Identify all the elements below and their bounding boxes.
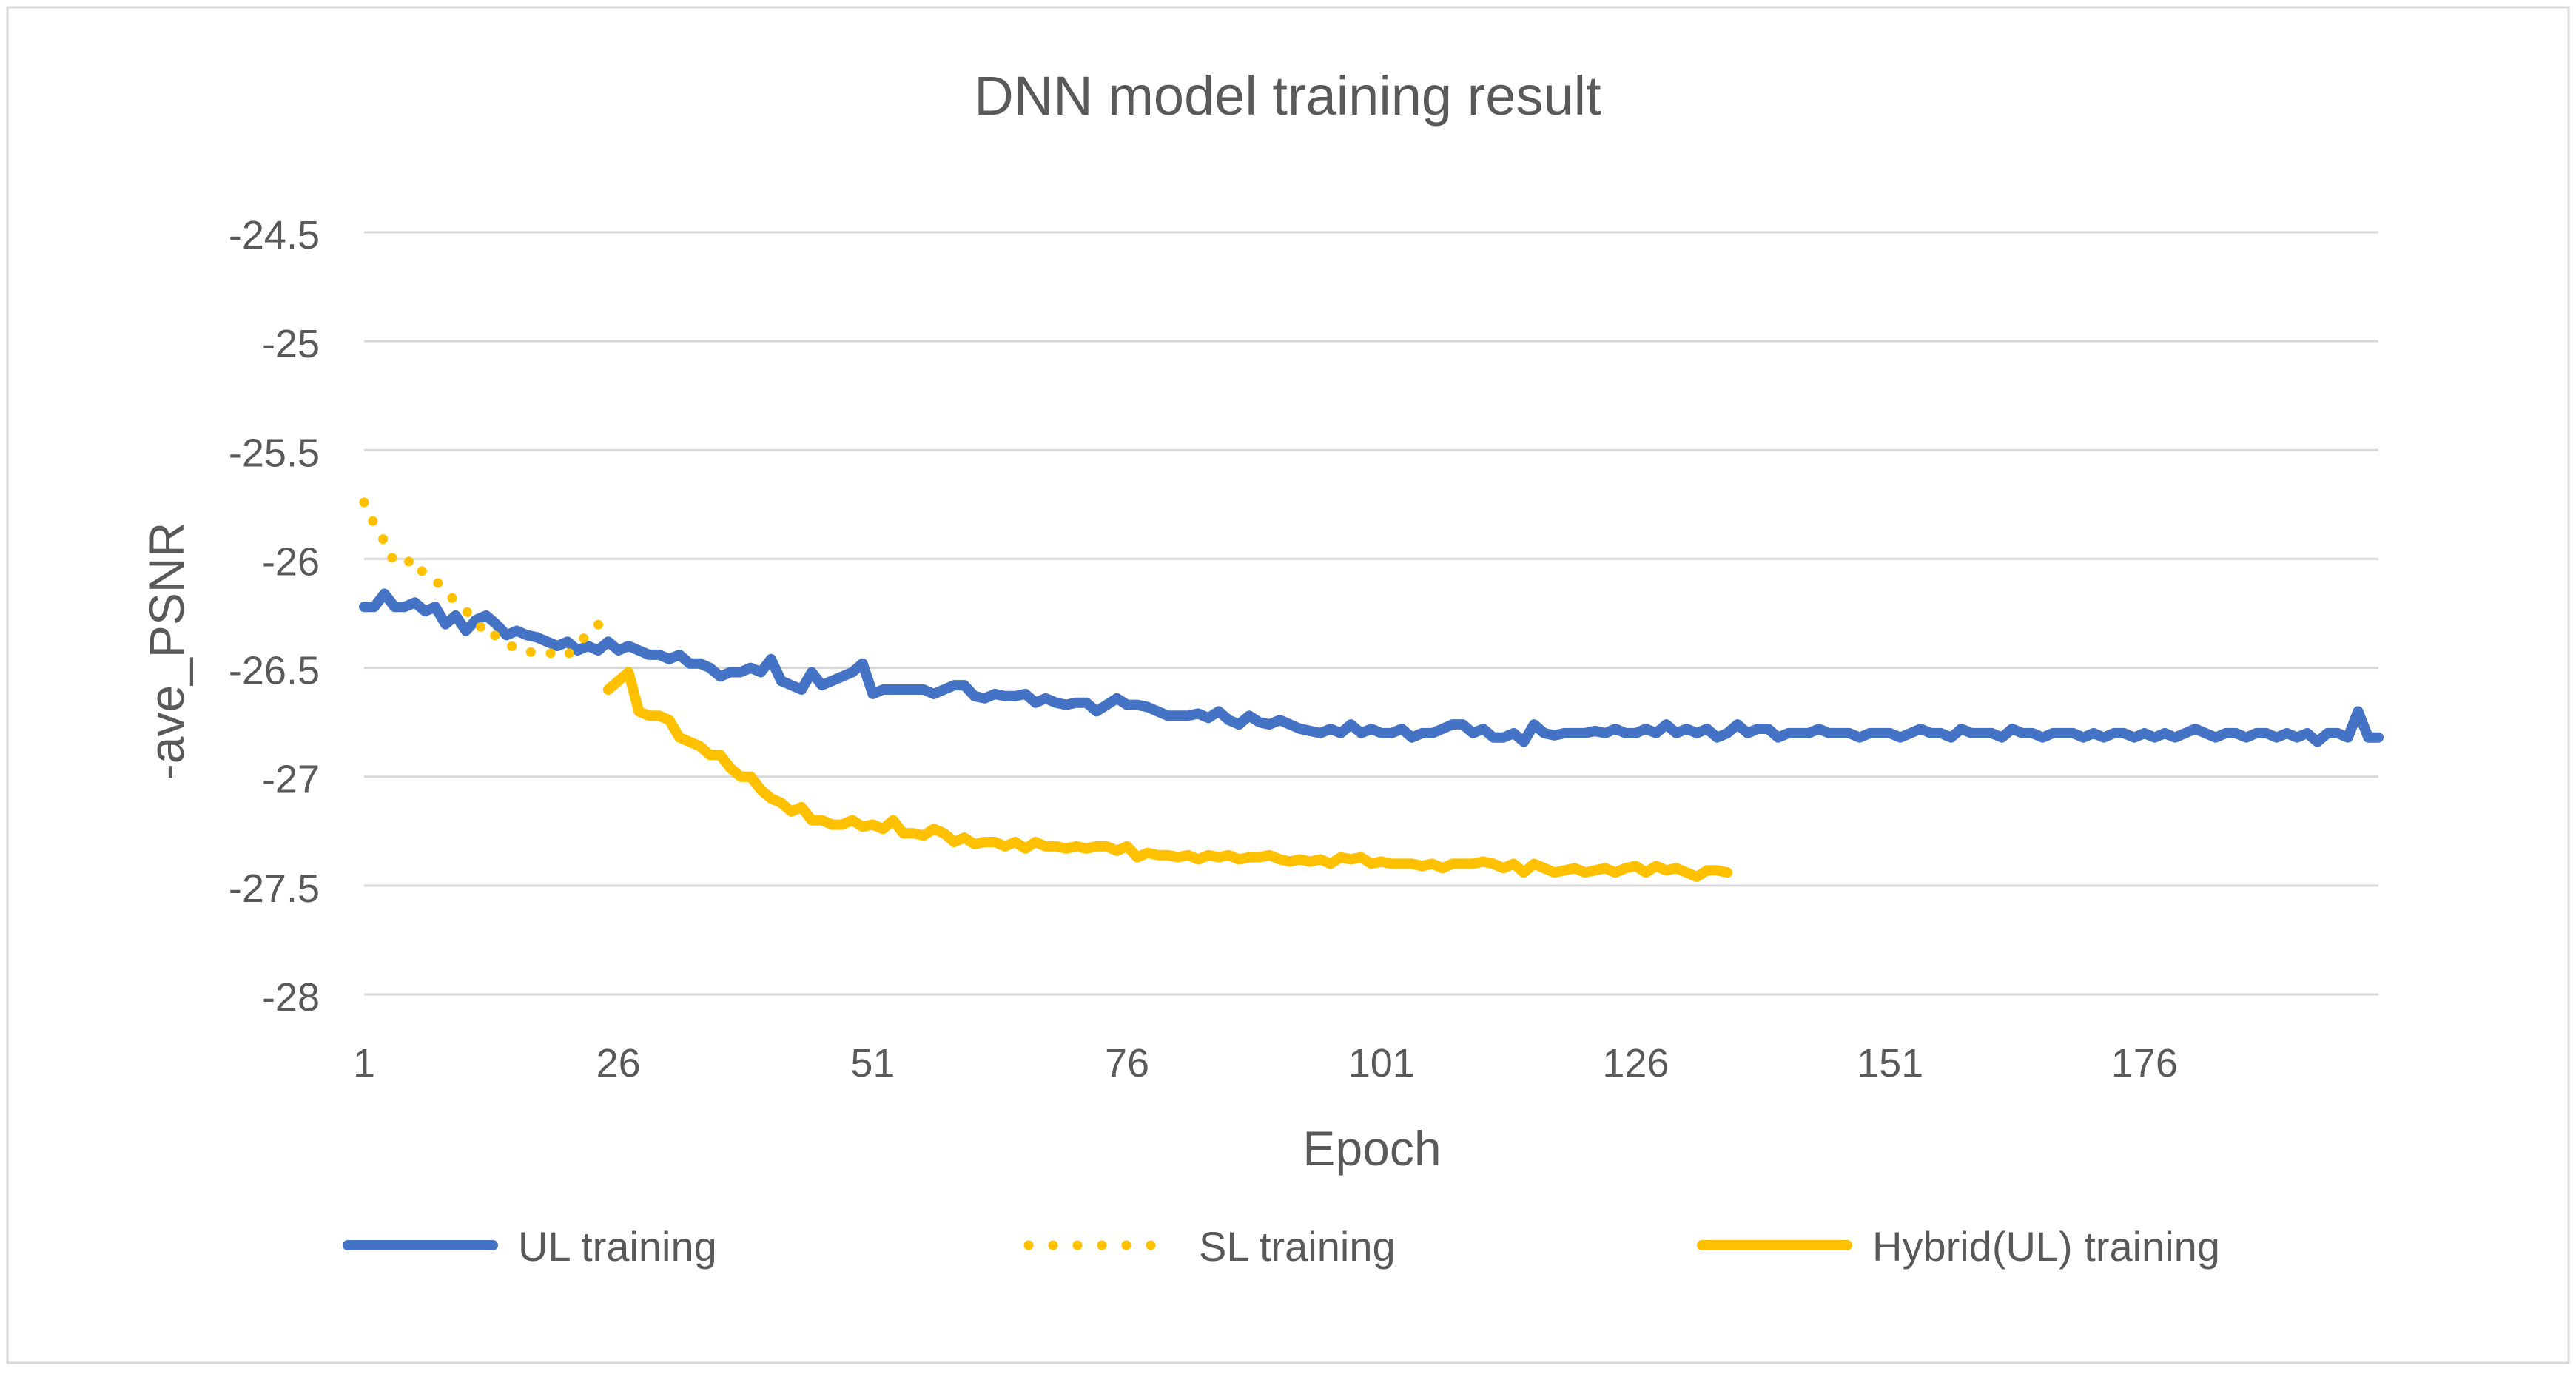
x-tick-label: 26 bbox=[596, 1041, 641, 1085]
legend-label: Hybrid(UL) training bbox=[1872, 1223, 2220, 1270]
chart-frame bbox=[6, 6, 2570, 1364]
x-tick-label: 151 bbox=[1857, 1041, 1923, 1085]
y-tick-label: -27 bbox=[262, 758, 320, 802]
y-tick-label: -25.5 bbox=[229, 431, 320, 475]
series-line-sl-training bbox=[359, 497, 613, 660]
x-tick-label: 126 bbox=[1602, 1041, 1669, 1085]
legend-label: UL training bbox=[518, 1223, 717, 1270]
x-tick-labels: 1 26 51 76 101 126 151 176 bbox=[353, 1041, 2178, 1085]
y-tick-labels: -28 -27.5 -27 -26.5 -26 -25.5 -25 -24.5 bbox=[229, 213, 320, 1020]
legend: UL training SL training Hybrid(UL) trainin… bbox=[343, 1223, 2220, 1270]
series-line-ul-training bbox=[359, 588, 2384, 747]
legend-label: SL training bbox=[1199, 1223, 1396, 1270]
chart-title: DNN model training result bbox=[974, 65, 1601, 127]
y-tick-label: -25 bbox=[262, 322, 320, 366]
y-tick-label: -27.5 bbox=[229, 866, 320, 911]
y-tick-label: -28 bbox=[262, 975, 320, 1020]
y-tick-label: -26 bbox=[262, 539, 320, 584]
x-tick-label: 1 bbox=[353, 1041, 375, 1085]
x-tick-label: 176 bbox=[2111, 1041, 2178, 1085]
y-tick-label: -24.5 bbox=[229, 213, 320, 257]
x-tick-label: 101 bbox=[1348, 1041, 1415, 1085]
y-axis-label: -ave_PSNR bbox=[139, 522, 194, 780]
x-tick-label: 51 bbox=[850, 1041, 895, 1085]
series-lines bbox=[359, 497, 2384, 883]
x-tick-label: 76 bbox=[1105, 1041, 1149, 1085]
series-line-hybrid-ul-training bbox=[602, 667, 1733, 883]
x-axis-label: Epoch bbox=[1302, 1121, 1441, 1176]
y-tick-label: -26.5 bbox=[229, 649, 320, 693]
